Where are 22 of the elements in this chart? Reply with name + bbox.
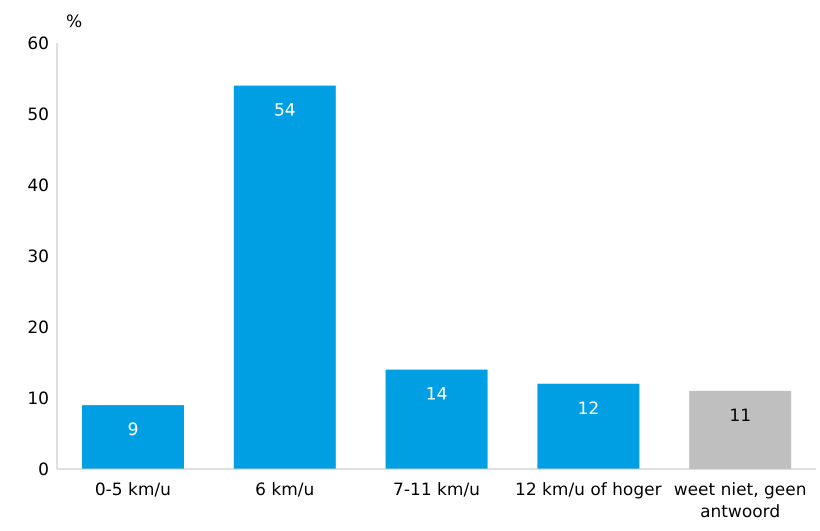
bar [537, 384, 640, 469]
data-label: 11 [729, 406, 752, 426]
y-tick-label: 50 [27, 105, 49, 126]
bar [234, 86, 336, 469]
x-tick-label: 0-5 km/u [94, 480, 171, 500]
data-label: 54 [274, 100, 296, 121]
y-tick-label: 60 [27, 34, 49, 54]
x-tick-label: 7-11 km/u [393, 480, 480, 500]
bar [82, 405, 184, 469]
data-label: 14 [426, 384, 448, 405]
bar [386, 370, 488, 469]
y-tick-label: 20 [27, 318, 49, 338]
x-tick-label: 6 km/u [255, 480, 314, 500]
data-label: 9 [128, 420, 138, 440]
y-tick-label: 0 [38, 460, 49, 480]
y-tick-label: 10 [27, 389, 49, 410]
x-tick-label: weet niet, geen antwoord [674, 480, 807, 522]
y-tick-label: 30 [27, 247, 49, 268]
data-label: 12 [578, 398, 600, 419]
y-axis-title: % [66, 12, 82, 32]
y-tick-label: 40 [27, 176, 49, 196]
x-tick-label: 12 km/u of hoger [515, 480, 662, 500]
